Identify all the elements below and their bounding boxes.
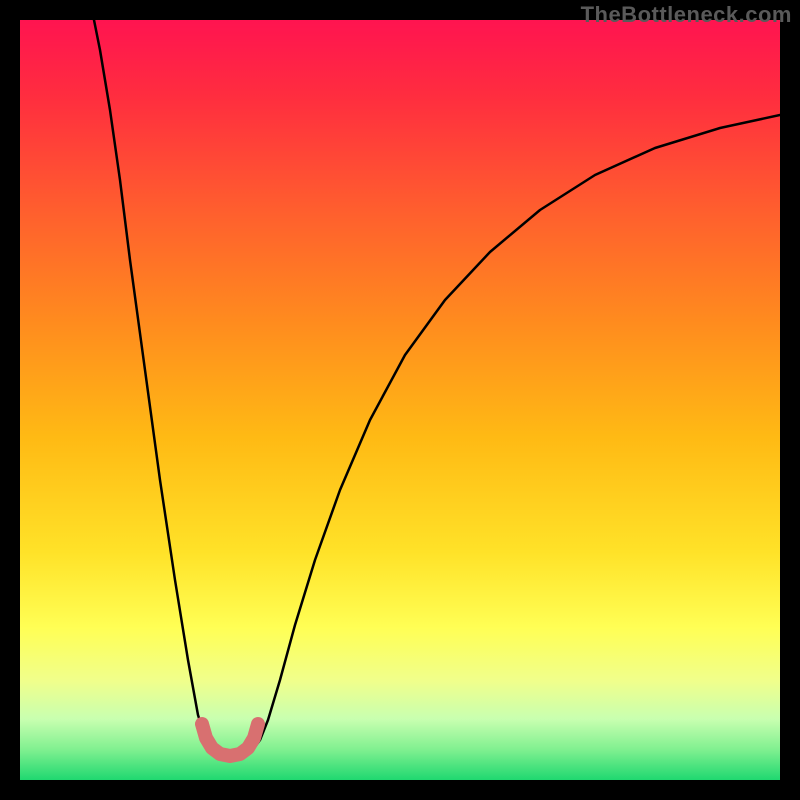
watermark-text: TheBottleneck.com	[581, 2, 792, 28]
chart-background	[20, 20, 780, 780]
plot-area	[20, 20, 780, 780]
chart-frame: TheBottleneck.com	[0, 0, 800, 800]
chart-svg	[20, 20, 780, 780]
